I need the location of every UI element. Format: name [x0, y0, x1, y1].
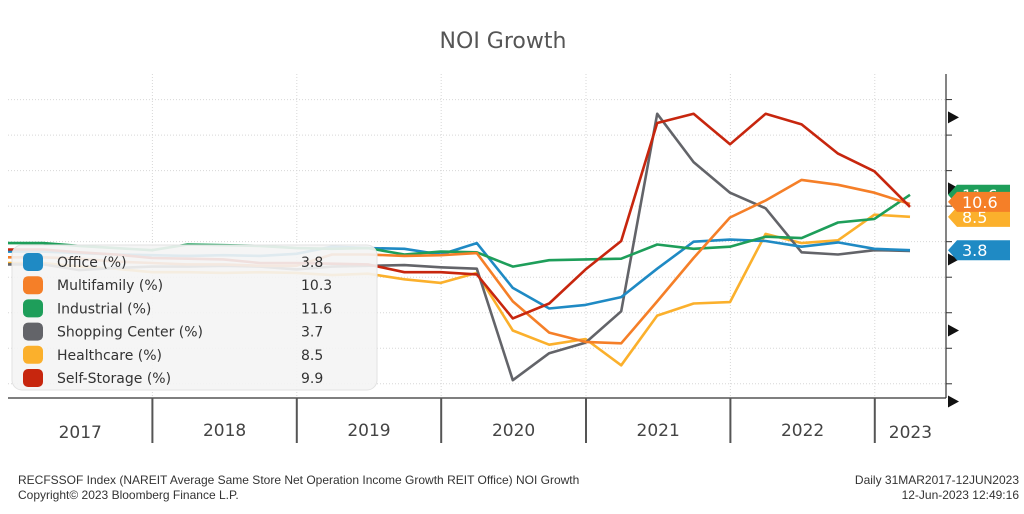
y-axis-marker-3	[948, 182, 959, 195]
legend-swatch-0	[23, 253, 43, 271]
x-tick-label-2022: 2022	[781, 421, 824, 441]
legend-label-0: Office (%)	[57, 255, 127, 271]
legend-value-1: 10.3	[301, 278, 332, 294]
value-tag-text-4: 8.5	[962, 208, 987, 227]
x-tick-label-2023: 2023	[889, 423, 932, 443]
legend-value-2: 11.6	[301, 301, 332, 317]
legend-label-2: Industrial (%)	[57, 301, 151, 317]
legend-value-3: 3.7	[301, 325, 323, 341]
footer-left: RECFSSOF Index (NAREIT Average Same Stor…	[18, 473, 579, 503]
x-axis-labels: 2017 2018 2019 2020 2021 2022 2023	[59, 421, 932, 443]
x-tick-label-2020: 2020	[492, 421, 535, 441]
legend-label-1: Multifamily (%)	[57, 278, 163, 294]
footer-date-range: Daily 31MAR2017-12JUN2023	[854, 473, 1019, 487]
value-tag-text-1: 10.6	[962, 193, 998, 212]
legend-value-4: 8.5	[301, 348, 323, 364]
legend-swatch-4	[23, 345, 43, 364]
y-axis-marker-2	[948, 253, 959, 266]
noi-growth-chart: NOI Growth 2017 2018 2019 2020 2021 2022 2023 …	[8, 29, 1010, 443]
x-tick-label-2017: 2017	[59, 423, 102, 443]
chart-title: NOI Growth	[440, 29, 567, 54]
y-axis-marker-1	[948, 324, 959, 337]
legend-box	[11, 244, 378, 391]
x-tick-label-2018: 2018	[203, 421, 246, 441]
value-tags: 11.68.510.63.8	[948, 184, 1010, 261]
value-tag-text-0: 3.8	[962, 241, 987, 260]
legend-swatch-1	[23, 276, 43, 295]
value-tag-bg-0	[948, 240, 1010, 261]
footer-right: Daily 31MAR2017-12JUN2023 12-Jun-2023 12…	[855, 473, 1019, 503]
footer-source: RECFSSOF Index (NAREIT Average Same Stor…	[18, 473, 580, 487]
legend-label-5: Self-Storage (%)	[57, 371, 171, 387]
footer-timestamp: 12-Jun-2023 12:49:16	[901, 488, 1019, 502]
axes	[8, 74, 959, 443]
legend: Office (%) 3.8 Multifamily (%) 10.3 Industri…	[11, 244, 378, 391]
legend-swatch-5	[23, 369, 43, 387]
x-tick-label-2019: 2019	[347, 421, 390, 441]
legend-swatch-3	[23, 322, 43, 341]
y-axis-marker-4	[948, 111, 959, 124]
value-tag-bg-1	[948, 191, 1010, 212]
x-tick-label-2021: 2021	[637, 421, 680, 441]
legend-label-3: Shopping Center (%)	[57, 325, 203, 341]
legend-swatch-2	[23, 299, 43, 318]
legend-label-4: Healthcare (%)	[57, 348, 162, 364]
legend-value-0: 3.8	[301, 255, 323, 271]
legend-value-5: 9.9	[301, 371, 323, 387]
footer-copyright: Copyright© 2023 Bloomberg Finance L.P.	[18, 488, 239, 502]
y-axis-marker-0	[948, 395, 959, 408]
